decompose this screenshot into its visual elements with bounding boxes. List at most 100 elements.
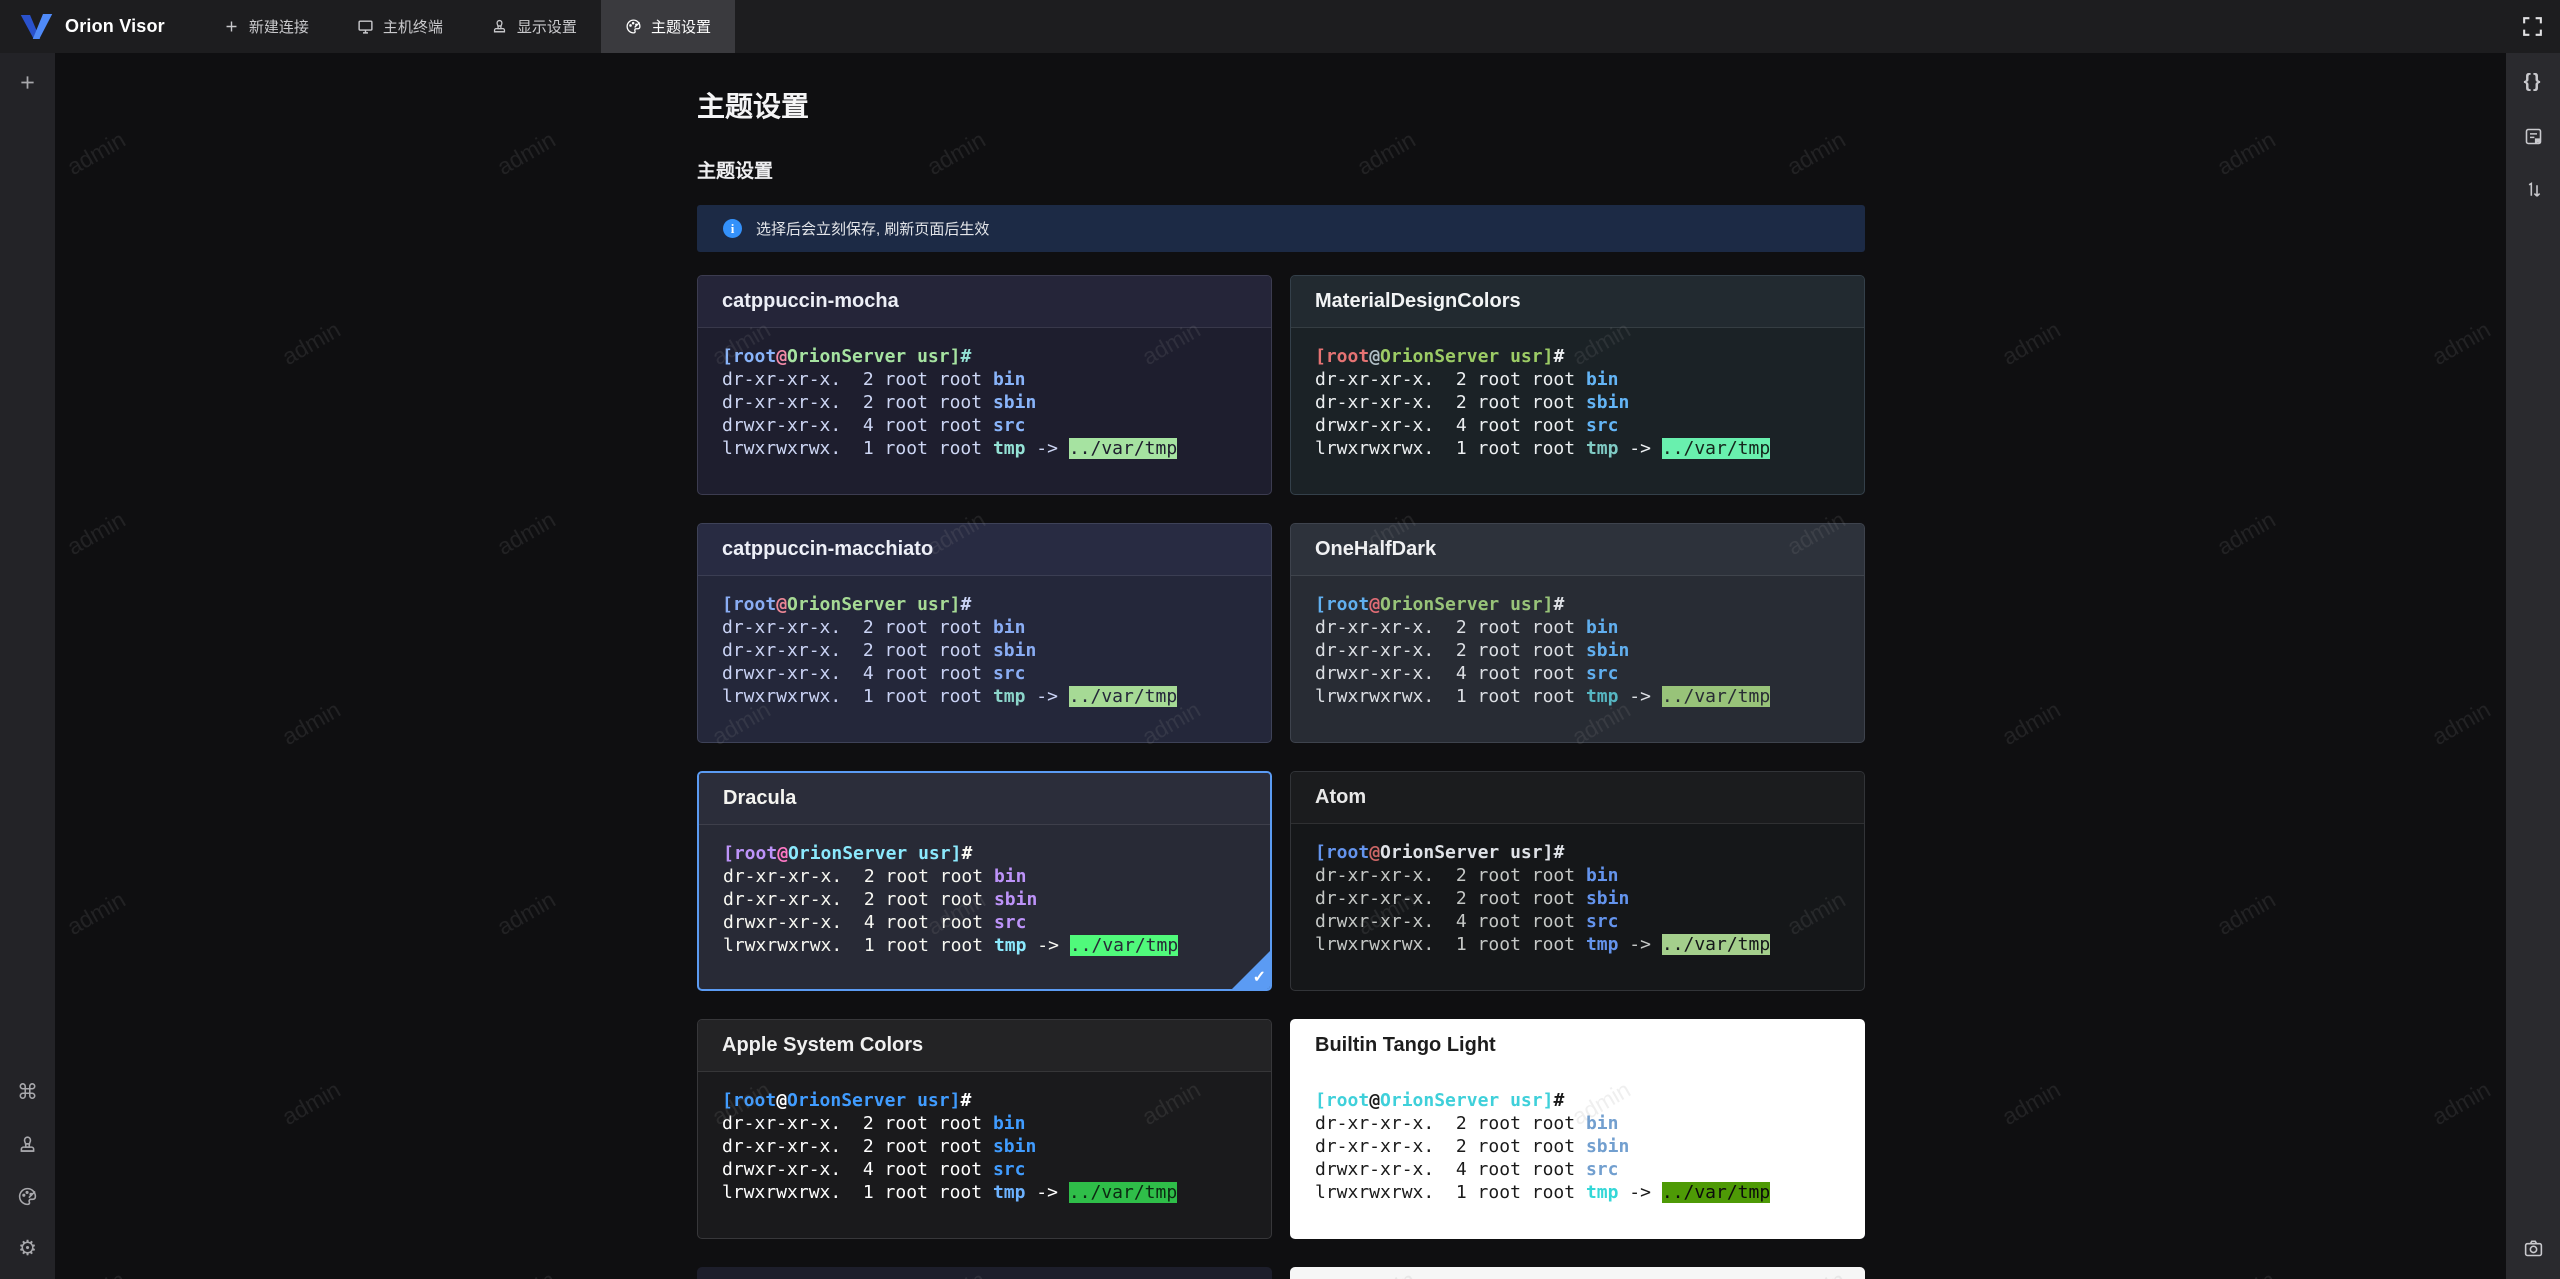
theme-card[interactable]: catppuccin-mocha [root@OrionServer usr]#… — [697, 275, 1272, 495]
theme-name: Apple System Colors — [722, 1034, 924, 1056]
palette-icon — [625, 18, 642, 35]
terminal-line: lrwxrwxrwx. 1 root root tmp -> ../var/tm… — [722, 438, 1178, 459]
main-panel: 主题设置 主题设置 i 选择后会立刻保存, 刷新页面后生效 catppuccin… — [55, 53, 2506, 1279]
theme-card[interactable]: Builtin Tango Light [root@OrionServer us… — [1290, 1019, 1865, 1239]
theme-preview-terminal: [root@OrionServer usr]# dr-xr-xr-x. 2 roo… — [698, 1072, 1271, 1204]
plus-icon[interactable] — [11, 65, 45, 99]
theme-card-header: catppuccin-macchiato — [698, 524, 1271, 576]
plus-icon — [223, 18, 240, 35]
terminal-prompt: [root@OrionServer usr]# — [722, 594, 972, 615]
theme-card-header: Dracula — [699, 773, 1270, 825]
terminal-line: dr-xr-xr-x. 2 root root sbin — [722, 640, 1037, 661]
theme-name: Builtin Tango Light — [1315, 1034, 1496, 1056]
theme-preview-terminal: [root@OrionServer usr]# dr-xr-xr-x. 2 roo… — [698, 576, 1271, 708]
terminal-line: drwxr-xr-x. 4 root root src — [1315, 911, 1619, 932]
terminal-line: dr-xr-xr-x. 2 root root sbin — [1315, 1136, 1630, 1157]
theme-card[interactable] — [1290, 1267, 1865, 1279]
theme-card-header: Atom — [1291, 772, 1864, 824]
camera-icon[interactable] — [2516, 1231, 2550, 1265]
theme-card-header: Builtin Tango Light — [1291, 1020, 1864, 1072]
theme-card-header: catppuccin-mocha — [698, 276, 1271, 328]
theme-preview-terminal: [root@OrionServer usr]# dr-xr-xr-x. 2 roo… — [698, 328, 1271, 460]
terminal-line: dr-xr-xr-x. 2 root root sbin — [1315, 640, 1630, 661]
terminal-line: dr-xr-xr-x. 2 root root bin — [1315, 369, 1619, 390]
theme-preview-terminal: [root@OrionServer usr]# dr-xr-xr-x. 2 roo… — [1291, 328, 1864, 460]
terminal-line: drwxr-xr-x. 4 root root src — [722, 663, 1026, 684]
terminal-line: dr-xr-xr-x. 2 root root bin — [722, 617, 1026, 638]
theme-card-header: MaterialDesignColors — [1291, 276, 1864, 328]
sort-icon[interactable] — [2516, 173, 2550, 207]
terminal-line: drwxr-xr-x. 4 root root src — [723, 912, 1027, 933]
terminal-line: lrwxrwxrwx. 1 root root tmp -> ../var/tm… — [1315, 934, 1771, 955]
terminal-prompt: [root@OrionServer usr]# — [722, 1090, 972, 1111]
page-title: 主题设置 — [697, 91, 810, 122]
topbar-tabs: 新建连接 主机终端 显示设置 主题设置 — [199, 0, 735, 53]
theme-name: catppuccin-mocha — [722, 290, 899, 312]
tab-label: 新建连接 — [248, 19, 309, 36]
terminal-prompt: [root@OrionServer usr]# — [722, 346, 972, 367]
terminal-line: dr-xr-xr-x. 2 root root sbin — [1315, 888, 1630, 909]
right-sidebar: {} — [2506, 53, 2560, 1279]
theme-card-header — [1290, 1267, 1865, 1279]
terminal-line: dr-xr-xr-x. 2 root root bin — [1315, 1113, 1619, 1134]
terminal-line: dr-xr-xr-x. 2 root root sbin — [1315, 392, 1630, 413]
terminal-prompt: [root@OrionServer usr]# — [1315, 594, 1565, 615]
terminal-line: lrwxrwxrwx. 1 root root tmp -> ../var/tm… — [723, 935, 1179, 956]
tab-theme-settings[interactable]: 主题设置 — [600, 0, 735, 53]
theme-card[interactable]: catppuccin-macchiato [root@OrionServer u… — [697, 523, 1272, 743]
theme-card[interactable] — [697, 1267, 1272, 1279]
fullscreen-icon[interactable] — [2520, 14, 2545, 39]
terminal-line: drwxr-xr-x. 4 root root src — [722, 1159, 1026, 1180]
terminal-line: dr-xr-xr-x. 2 root root bin — [722, 1113, 1026, 1134]
tab-label: 显示设置 — [516, 19, 577, 36]
terminal-line: drwxr-xr-x. 4 root root src — [1315, 663, 1619, 684]
tab-new-connection[interactable]: 新建连接 — [199, 0, 333, 53]
theme-card-header: Apple System Colors — [698, 1020, 1271, 1072]
topbar: Orion Visor 新建连接 主机终端 显示设置 主题设置 — [0, 0, 2560, 53]
theme-preview-terminal: [root@OrionServer usr]# dr-xr-xr-x. 2 roo… — [1291, 1072, 1864, 1204]
tab-host-terminal[interactable]: 主机终端 — [333, 0, 467, 53]
theme-preview-terminal: [root@OrionServer usr]# dr-xr-xr-x. 2 roo… — [1291, 824, 1864, 956]
palette-icon[interactable] — [11, 1179, 45, 1213]
terminal-line: dr-xr-xr-x. 2 root root bin — [723, 866, 1027, 887]
terminal-line: dr-xr-xr-x. 2 root root sbin — [723, 889, 1038, 910]
notes-icon[interactable] — [2516, 119, 2550, 153]
terminal-line: drwxr-xr-x. 4 root root src — [1315, 415, 1619, 436]
terminal-line: lrwxrwxrwx. 1 root root tmp -> ../var/tm… — [722, 686, 1178, 707]
selected-corner — [1231, 950, 1270, 989]
command-icon[interactable]: ⌘ — [11, 1075, 45, 1109]
terminal-prompt: [root@OrionServer usr]# — [1315, 346, 1565, 367]
terminal-prompt: [root@OrionServer usr]# — [1315, 1090, 1565, 1111]
left-sidebar: ⌘ ⚙ — [0, 53, 55, 1279]
section-title: 主题设置 — [697, 161, 774, 182]
terminal-line: lrwxrwxrwx. 1 root root tmp -> ../var/tm… — [1315, 1182, 1771, 1203]
info-icon: i — [723, 219, 742, 238]
tab-display-settings[interactable]: 显示设置 — [467, 0, 601, 53]
gear-icon[interactable]: ⚙ — [11, 1231, 45, 1265]
app-logo-icon — [18, 12, 55, 42]
theme-name: OneHalfDark — [1315, 538, 1437, 560]
tab-label: 主机终端 — [382, 19, 443, 36]
theme-name: Atom — [1315, 786, 1367, 808]
monitor-icon — [357, 18, 374, 35]
terminal-line: dr-xr-xr-x. 2 root root sbin — [722, 392, 1037, 413]
theme-card[interactable]: Apple System Colors [root@OrionServer us… — [697, 1019, 1272, 1239]
terminal-line: dr-xr-xr-x. 2 root root sbin — [722, 1136, 1037, 1157]
info-alert-text: 选择后会立刻保存, 刷新页面后生效 — [756, 221, 990, 238]
theme-card[interactable]: Dracula [root@OrionServer usr]# dr-xr-xr-… — [697, 771, 1272, 991]
theme-card[interactable]: MaterialDesignColors [root@OrionServer u… — [1290, 275, 1865, 495]
stamp-icon[interactable] — [11, 1127, 45, 1161]
terminal-prompt: [root@OrionServer usr]# — [1315, 842, 1565, 863]
braces-icon[interactable]: {} — [2516, 65, 2550, 99]
terminal-prompt: [root@OrionServer usr]# — [723, 843, 973, 864]
terminal-line: drwxr-xr-x. 4 root root src — [722, 415, 1026, 436]
terminal-line: lrwxrwxrwx. 1 root root tmp -> ../var/tm… — [1315, 686, 1771, 707]
terminal-line: drwxr-xr-x. 4 root root src — [1315, 1159, 1619, 1180]
theme-card[interactable]: OneHalfDark [root@OrionServer usr]# dr-xr… — [1290, 523, 1865, 743]
theme-preview-terminal: [root@OrionServer usr]# dr-xr-xr-x. 2 roo… — [699, 825, 1270, 957]
theme-preview-terminal: [root@OrionServer usr]# dr-xr-xr-x. 2 roo… — [1291, 576, 1864, 708]
terminal-line: dr-xr-xr-x. 2 root root bin — [1315, 865, 1619, 886]
theme-card-header: OneHalfDark — [1291, 524, 1864, 576]
theme-card[interactable]: Atom [root@OrionServer usr]# dr-xr-xr-x. … — [1290, 771, 1865, 991]
stamp-icon — [491, 18, 508, 35]
